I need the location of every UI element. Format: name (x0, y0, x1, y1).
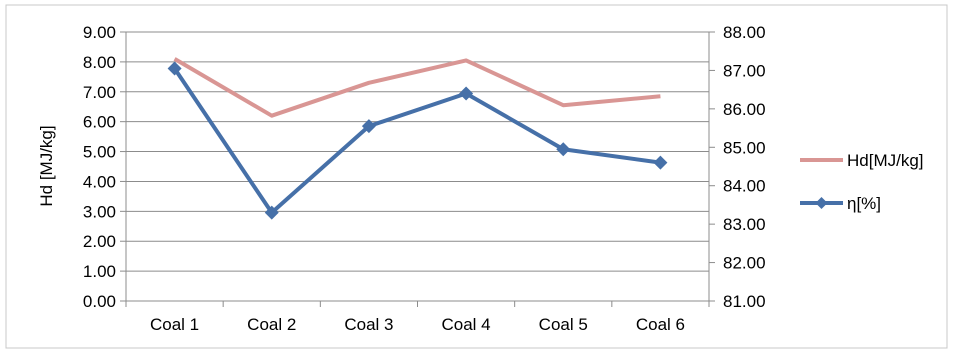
gridlines (126, 31, 709, 272)
y2-tick-label: 86.00 (723, 100, 766, 119)
legend-marker (815, 197, 828, 209)
y2-axis-ticks: 81.00 82.00 83.00 84.00 85.00 86.00 87.00 88.00 (709, 23, 766, 311)
x-tick-label: Coal 5 (539, 315, 588, 334)
y-tick-label: 1.00 (83, 262, 116, 281)
y-tick-label: 0.00 (83, 292, 116, 311)
y2-tick-label: 88.00 (723, 23, 766, 42)
x-tick-label: Coal 3 (344, 315, 393, 334)
x-tick-label: Coal 2 (247, 315, 296, 334)
y-tick-label: 7.00 (83, 83, 116, 102)
legend-label: Hd[MJ/kg] (847, 151, 924, 170)
y2-tick-label: 84.00 (723, 177, 766, 196)
x-tick-label: Coal 1 (150, 315, 199, 334)
y2-tick-label: 82.00 (723, 254, 766, 273)
y-tick-label: 2.00 (83, 232, 116, 251)
legend-label: η[%] (847, 194, 881, 213)
series-layer (167, 57, 668, 220)
y2-tick-label: 81.00 (723, 292, 766, 311)
data-point (361, 119, 376, 134)
y-axis-title: Hd [MJ/kg] (37, 125, 56, 206)
y-tick-label: 8.00 (83, 53, 116, 72)
y-tick-label: 9.00 (83, 23, 116, 42)
data-point (264, 205, 279, 220)
series-line-1 (172, 67, 661, 215)
x-tick-label: Coal 4 (442, 315, 491, 334)
y-tick-label: 5.00 (83, 143, 116, 162)
data-point (556, 142, 571, 157)
chart-border (5, 4, 948, 349)
data-point (459, 86, 474, 101)
y-tick-label: 6.00 (83, 113, 116, 132)
data-point (653, 155, 668, 170)
y2-tick-label: 87.00 (723, 61, 766, 80)
series-line-0 (173, 57, 661, 118)
y2-tick-label: 85.00 (723, 138, 766, 157)
y-axis-ticks: 0.00 1.00 2.00 3.00 4.00 5.00 6.00 7.00 8.00 9.00 (83, 23, 126, 311)
x-axis-ticks: Coal 1 Coal 2 Coal 3 Coal 4 Coal 5 Coal 6 (125, 301, 710, 334)
y-tick-label: 4.00 (83, 172, 116, 191)
x-tick-label: Coal 6 (636, 315, 685, 334)
y-tick-label: 3.00 (83, 202, 116, 221)
y2-tick-label: 83.00 (723, 215, 766, 234)
data-point (167, 61, 182, 76)
legend: Hd[MJ/kg] η[%] (800, 151, 924, 213)
